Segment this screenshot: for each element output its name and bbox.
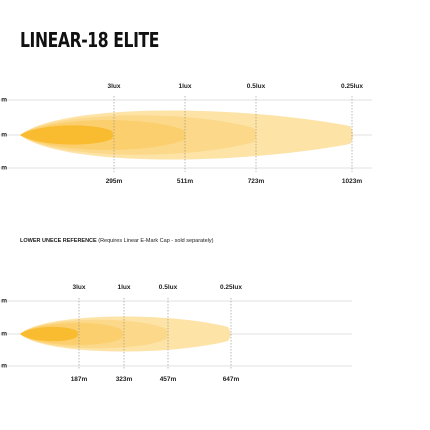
- page-title: LINEAR-18 ELITE: [20, 28, 160, 52]
- top-y-label-upper: m: [1, 96, 7, 104]
- bottom-distance-label-187m: 187m: [70, 376, 88, 383]
- top-beam-diagram: [0, 96, 372, 172]
- top-distance-label-723m: 723m: [247, 178, 265, 185]
- bottom-distance-label-323m: 323m: [115, 376, 133, 383]
- bottom-lux-label-0.25lux: 0.25lux: [219, 284, 243, 291]
- top-lux-label-3lux: 3lux: [107, 83, 121, 90]
- bottom-lux-label-3lux: 3lux: [72, 284, 86, 291]
- top-distance-label-511m: 511m: [176, 178, 194, 185]
- bottom-y-label-lower: m: [1, 362, 7, 370]
- top-y-label-lower: m: [1, 164, 7, 172]
- bottom-beam-diagram: [0, 298, 352, 370]
- top-y-label-center: m: [1, 131, 7, 139]
- reference-note: LOWER UNECE REFERENCE (Requires Linear E…: [20, 238, 213, 244]
- bottom-lux-label-1lux: 1lux: [117, 284, 131, 291]
- bottom-beam-3lux: [20, 326, 78, 342]
- bottom-y-label-upper: m: [1, 297, 7, 305]
- top-lux-label-0.5lux: 0.5lux: [246, 83, 266, 90]
- top-distance-label-1023m: 1023m: [341, 178, 363, 185]
- top-lux-label-1lux: 1lux: [178, 83, 192, 90]
- bottom-y-label-center: m: [1, 330, 7, 338]
- top-beam-3lux: [20, 125, 113, 145]
- bottom-lux-label-0.5lux: 0.5lux: [158, 284, 178, 291]
- bottom-distance-label-457m: 457m: [159, 376, 177, 383]
- top-lux-label-0.25lux: 0.25lux: [340, 83, 364, 90]
- top-distance-label-295m: 295m: [105, 178, 123, 185]
- reference-heading: LOWER UNECE REFERENCE: [20, 238, 97, 244]
- reference-requirement: (Requires Linear E-Mark Cap - sold separ…: [98, 238, 214, 244]
- bottom-distance-label-647m: 647m: [222, 376, 240, 383]
